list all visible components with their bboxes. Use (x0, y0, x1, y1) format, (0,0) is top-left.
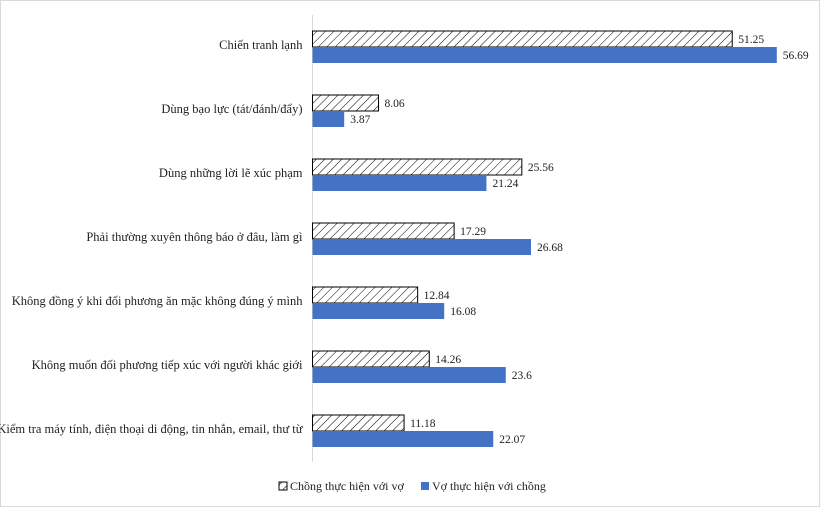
bar-chong-thuc-hien-voi-vo (312, 286, 419, 304)
data-label: 12.84 (424, 290, 450, 302)
legend-label: Chồng thực hiện với vợ (290, 479, 405, 493)
data-label: 26.68 (537, 242, 563, 254)
bar-vo-thuc-hien-voi-chong (312, 175, 487, 191)
bar-chong-thuc-hien-voi-vo (312, 94, 380, 112)
category-label: Dùng những lời lẽ xúc phạm (159, 166, 303, 180)
data-label: 56.69 (783, 50, 809, 62)
category-label: Dùng bạo lực (tát/đánh/đẩy) (161, 102, 302, 116)
bar-chong-thuc-hien-voi-vo (312, 222, 455, 240)
data-label: 17.29 (460, 226, 486, 238)
category-label: Không đồng ý khi đối phương ăn mặc không… (12, 294, 304, 308)
legend-swatch-blue (421, 482, 429, 490)
category-label: Chiến tranh lạnh (219, 38, 303, 52)
data-label: 51.25 (738, 34, 764, 46)
bar-chong-thuc-hien-voi-vo (312, 414, 405, 432)
bar-chong-thuc-hien-voi-vo (312, 158, 523, 176)
data-label: 23.6 (512, 370, 532, 382)
category-label: Phải thường xuyên thông báo ở đâu, làm g… (86, 230, 303, 244)
data-label: 8.06 (385, 98, 405, 110)
legend: Chồng thực hiện với vợ Vợ thực hiện với c… (278, 479, 546, 493)
bar-chong-thuc-hien-voi-vo (312, 30, 733, 48)
bar-vo-thuc-hien-voi-chong (312, 367, 506, 383)
category-label: Không muốn đối phương tiếp xúc với người… (32, 358, 303, 372)
legend-swatch-hatched (278, 481, 288, 491)
data-label: 16.08 (450, 306, 476, 318)
data-label: 3.87 (350, 114, 370, 126)
category-label: Kiểm tra máy tính, điện thoại di động, t… (0, 422, 304, 436)
bar-vo-thuc-hien-voi-chong (312, 431, 494, 447)
legend-label: Vợ thực hiện với chồng (432, 479, 546, 493)
data-label: 21.24 (492, 178, 518, 190)
data-label: 14.26 (435, 354, 461, 366)
bar-vo-thuc-hien-voi-chong (312, 111, 345, 127)
bar-chong-thuc-hien-voi-vo (312, 350, 430, 368)
data-label: 11.18 (410, 418, 436, 430)
bar-vo-thuc-hien-voi-chong (312, 47, 777, 63)
bar-vo-thuc-hien-voi-chong (312, 303, 445, 319)
data-label: 22.07 (499, 434, 525, 446)
bar-vo-thuc-hien-voi-chong (312, 239, 532, 255)
data-label: 25.56 (528, 162, 554, 174)
